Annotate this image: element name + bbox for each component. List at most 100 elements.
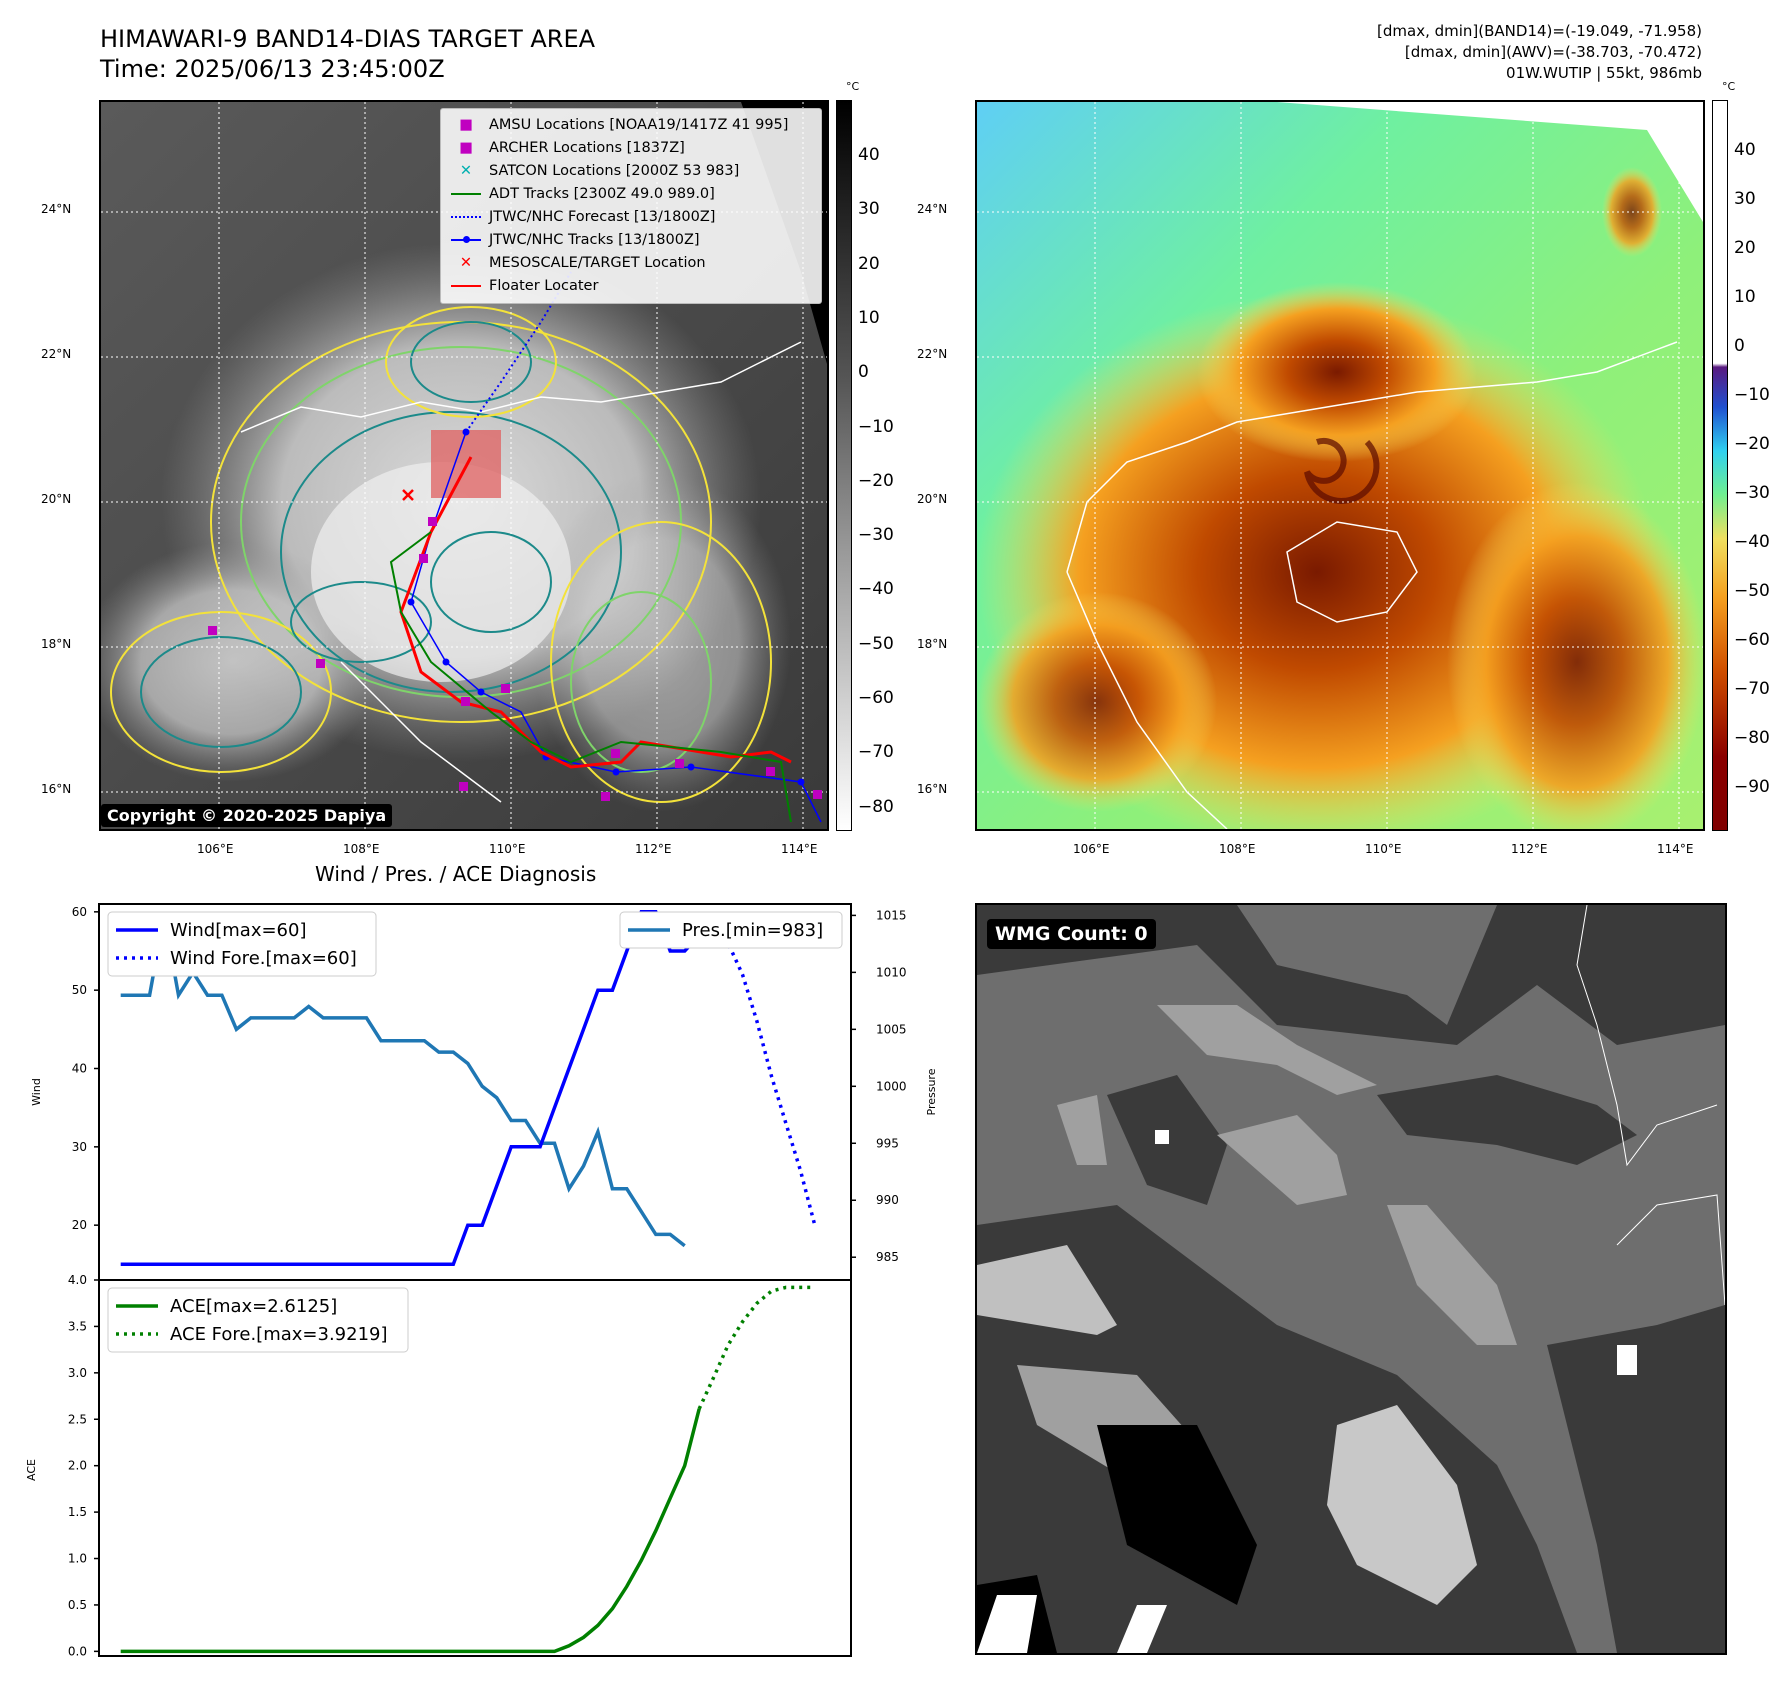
pressure-line [120,915,686,1248]
colorbar-tick-label: 40 [858,145,880,165]
ace-tick-label: 1.5 [68,1505,87,1519]
colorbar-tick-label: −70 [858,742,894,763]
lon-tick-label: 114°E [781,842,818,856]
lat-tick-label: 20°N [917,492,948,506]
colorbar-tick-label: −70 [1734,679,1770,699]
lon-tick-label: 110°E [1365,842,1402,856]
colorbar-tick-label: −80 [858,796,894,817]
colorbar-tick-label: 30 [858,199,880,220]
map-legend-item: JTWC/NHC Forecast [13/1800Z] [447,207,715,227]
legend-marker-icon: ✕ [459,163,473,179]
copyright-label: Copyright © 2020-2025 Dapiya [101,804,393,827]
color-map-panel [975,100,1705,831]
wind-legend: Wind[max=60] Wind Fore.[max=60] [107,911,377,977]
colorbar-tick-label: −50 [1734,581,1770,601]
map-legend-item: ■ AMSU Locations [NOAA19/1417Z 41 995] [447,115,788,135]
legend-label: ARCHER Locations [1837Z] [489,140,685,156]
pressure-tick-label: 1010 [876,965,907,979]
ace-tick-label: 3.5 [68,1319,87,1333]
legend-marker-icon [447,232,485,248]
colorbar-tick-label: 40 [1734,140,1756,160]
colorbar-tick-label: 10 [1734,287,1756,307]
colorbar-gray-unit: °C [846,80,860,93]
wind-axis-label: Wind [30,1078,43,1106]
storm-info: 01W.WUTIP | 55kt, 986mb [1506,64,1702,82]
wmg-count-label: WMG Count: 0 [987,919,1156,949]
lat-tick-label: 16°N [41,782,72,796]
wmg-image [977,905,1725,1653]
colorbar-tick-label: 30 [1734,189,1756,209]
ace-legend: ACE[max=2.6125] ACE Fore.[max=3.9219] [107,1287,409,1353]
legend-label: Floater Locater [489,278,599,294]
colorbar-tick-label: −50 [858,633,894,654]
colorbar-tick-label: 0 [858,362,869,383]
pressure-tick-label: 995 [876,1136,899,1150]
wind-tick-label: 30 [72,1140,87,1154]
colorbar-tick-label: 20 [1734,238,1756,258]
color-map-image [977,102,1703,829]
wind-forecast-line [698,925,817,1226]
legend-wind-fore: Wind Fore.[max=60] [170,948,357,969]
legend-marker-icon: ✕ [459,255,473,271]
colorbar-tick-label: −10 [858,416,894,437]
lat-tick-label: 18°N [41,637,72,651]
info-awv: [dmax, dmin](AWV)=(-38.703, -70.472) [1404,43,1702,61]
legend-pres: Pres.[min=983] [682,920,823,941]
chart-title: HIMAWARI-9 BAND14-DIAS TARGET AREA [100,25,596,53]
wind-tick-label: 20 [72,1218,87,1232]
ace-line [120,1408,701,1654]
pressure-tick-label: 1000 [876,1079,907,1093]
colorbar-color [1712,100,1728,831]
map-legend-item: ✕ SATCON Locations [2000Z 53 983] [447,161,739,181]
colorbar-tick-label: −20 [858,470,894,491]
legend-ace: ACE[max=2.6125] [170,1296,337,1317]
legend-marker-icon [447,278,485,294]
map-legend-item: Floater Locater [447,276,598,296]
colorbar-tick-label: −90 [1734,777,1770,797]
lon-tick-label: 112°E [1511,842,1548,856]
pressure-tick-label: 1005 [876,1022,907,1036]
diagnosis-title: Wind / Pres. / ACE Diagnosis [315,862,597,886]
colorbar-tick-label: −40 [1734,532,1770,552]
colorbar-tick-label: −40 [858,579,894,600]
map-legend-item: ADT Tracks [2300Z 49.0 989.0] [447,184,715,204]
lat-tick-label: 22°N [917,347,948,361]
wmg-panel: WMG Count: 0 [975,903,1727,1655]
pressure-tick-label: 990 [876,1193,899,1207]
lon-tick-label: 114°E [1657,842,1694,856]
lon-tick-label: 108°E [343,842,380,856]
info-band14: [dmax, dmin](BAND14)=(-19.049, -71.958) [1377,22,1702,40]
colorbar-tick-label: −30 [858,525,894,546]
map-legend: ■ AMSU Locations [NOAA19/1417Z 41 995] ■ AR… [440,108,822,304]
pressure-tick-label: 1015 [876,908,907,922]
legend-marker-icon [447,186,485,202]
legend-label: MESOSCALE/TARGET Location [489,255,706,271]
legend-label: ADT Tracks [2300Z 49.0 989.0] [489,186,715,202]
map-legend-item: ■ ARCHER Locations [1837Z] [447,138,685,158]
pressure-tick-label: 985 [876,1250,899,1264]
ace-axis-label: ACE [25,1459,38,1481]
wind-line [120,910,701,1267]
lat-tick-label: 24°N [917,202,948,216]
pressure-axis-label: Pressure [925,1068,938,1115]
wind-tick-label: 40 [72,1062,87,1076]
colorbar-color-unit: °C [1722,80,1736,93]
wind-tick-label: 60 [72,905,87,919]
lon-tick-label: 112°E [635,842,672,856]
lon-tick-label: 106°E [1073,842,1110,856]
colorbar-tick-label: −80 [1734,728,1770,748]
legend-ace-fore: ACE Fore.[max=3.9219] [170,1324,388,1345]
ace-forecast-line [697,1285,815,1410]
colorbar-tick-label: 0 [1734,336,1745,356]
ace-tick-label: 4.0 [68,1273,87,1287]
legend-wind: Wind[max=60] [170,920,307,941]
lon-tick-label: 108°E [1219,842,1256,856]
lon-tick-label: 106°E [197,842,234,856]
colorbar-tick-label: −10 [1734,385,1770,405]
lat-tick-label: 18°N [917,637,948,651]
lat-tick-label: 20°N [41,492,72,506]
legend-label: AMSU Locations [NOAA19/1417Z 41 995] [489,117,789,133]
ace-tick-label: 2.5 [68,1412,87,1426]
map-legend-item: JTWC/NHC Tracks [13/1800Z] [447,230,700,250]
lat-tick-label: 16°N [917,782,948,796]
